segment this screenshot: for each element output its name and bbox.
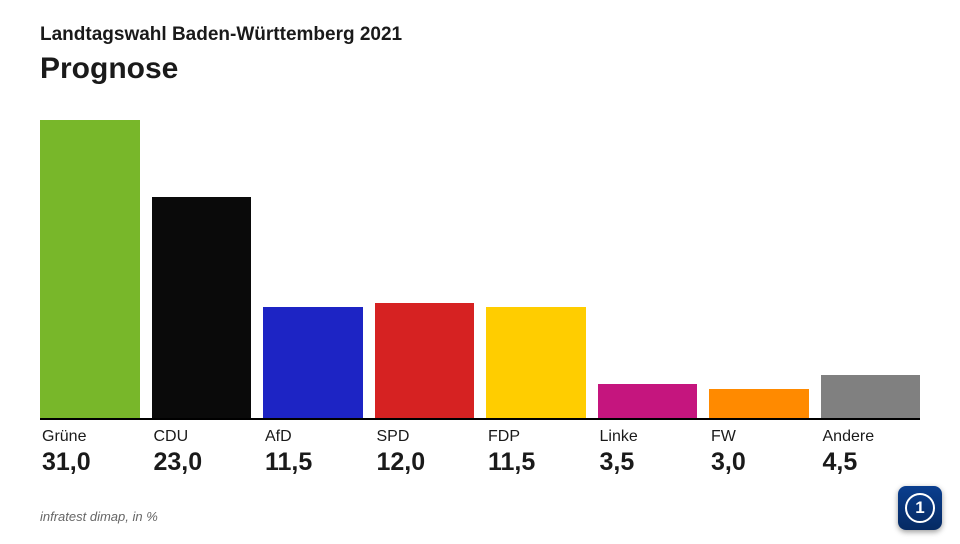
chart-frame: Landtagswahl Baden-Württemberg 2021 Prog…	[0, 0, 960, 544]
chart-title: Prognose	[40, 52, 920, 86]
bar-fdp	[486, 307, 586, 418]
bar-grüne	[40, 120, 140, 418]
party-value: 4,5	[823, 448, 921, 477]
label-cell: FDP 11,5	[486, 428, 586, 477]
party-value: 31,0	[42, 448, 140, 477]
bars-container	[40, 120, 920, 420]
bar-slot	[486, 120, 586, 418]
bar-slot	[821, 120, 921, 418]
party-name: SPD	[377, 428, 475, 446]
label-cell: Grüne 31,0	[40, 428, 140, 477]
label-cell: Andere 4,5	[821, 428, 921, 477]
party-value: 3,5	[600, 448, 698, 477]
bar-spd	[375, 303, 475, 418]
bar-cdu	[152, 197, 252, 418]
bar-slot	[40, 120, 140, 418]
party-value: 11,5	[265, 448, 363, 477]
label-cell: AfD 11,5	[263, 428, 363, 477]
broadcaster-logo-glyph: 1	[905, 493, 935, 523]
bar-slot	[375, 120, 475, 418]
header: Landtagswahl Baden-Württemberg 2021 Prog…	[0, 0, 960, 86]
bar-andere	[821, 375, 921, 418]
footer-source: infratest dimap, in %	[40, 509, 158, 524]
party-name: CDU	[154, 428, 252, 446]
party-name: FW	[711, 428, 809, 446]
bar-slot	[152, 120, 252, 418]
chart-subtitle: Landtagswahl Baden-Württemberg 2021	[40, 24, 920, 46]
label-cell: CDU 23,0	[152, 428, 252, 477]
party-value: 12,0	[377, 448, 475, 477]
party-name: Andere	[823, 428, 921, 446]
party-value: 11,5	[488, 448, 586, 477]
bar-linke	[598, 384, 698, 418]
bar-afd	[263, 307, 363, 418]
bar-slot	[709, 120, 809, 418]
party-name: FDP	[488, 428, 586, 446]
labels-row: Grüne 31,0 CDU 23,0 AfD 11,5 SPD 12,0 FDP 11,5 Lin…	[40, 428, 920, 477]
party-name: Linke	[600, 428, 698, 446]
party-value: 3,0	[711, 448, 809, 477]
party-value: 23,0	[154, 448, 252, 477]
party-name: Grüne	[42, 428, 140, 446]
bar-fw	[709, 389, 809, 418]
broadcaster-logo: 1	[898, 486, 942, 530]
chart-area	[40, 120, 920, 420]
label-cell: SPD 12,0	[375, 428, 475, 477]
label-cell: Linke 3,5	[598, 428, 698, 477]
party-name: AfD	[265, 428, 363, 446]
label-cell: FW 3,0	[709, 428, 809, 477]
bar-slot	[263, 120, 363, 418]
bar-slot	[598, 120, 698, 418]
